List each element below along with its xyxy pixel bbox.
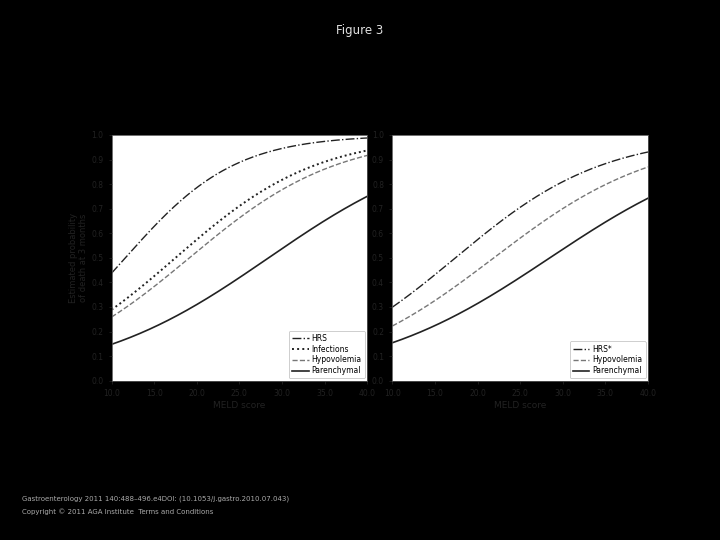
X-axis label: MELD score: MELD score [494, 401, 546, 410]
X-axis label: MELD score: MELD score [213, 401, 266, 410]
Text: Copyright © 2011 AGA Institute  Terms and Conditions: Copyright © 2011 AGA Institute Terms and… [22, 509, 213, 515]
Legend: HRS, Infections, Hypovolemia, Parenchymal: HRS, Infections, Hypovolemia, Parenchyma… [289, 330, 365, 379]
Y-axis label: Estimated probability
of death at 3 months: Estimated probability of death at 3 mont… [69, 213, 89, 303]
Text: Gastroenterology 2011 140:488–496.e4DOI: (10.1053/j.gastro.2010.07.043): Gastroenterology 2011 140:488–496.e4DOI:… [22, 496, 289, 502]
Text: Figure 3: Figure 3 [336, 24, 384, 37]
Legend: HRS*, Hypovolemia, Parenchymal: HRS*, Hypovolemia, Parenchymal [570, 341, 646, 379]
